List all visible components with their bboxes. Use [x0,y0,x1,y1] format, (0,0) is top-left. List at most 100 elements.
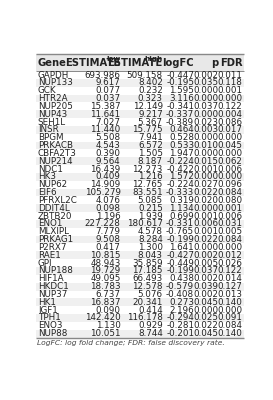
Text: 1.130: 1.130 [96,321,121,330]
Text: GCK: GCK [38,86,56,95]
Text: 0.006: 0.006 [217,164,242,174]
Text: 0.528: 0.528 [169,133,194,142]
Text: GAPDH: GAPDH [38,70,69,80]
Text: GPI: GPI [38,258,52,268]
Text: -0.195: -0.195 [166,78,194,87]
Text: 8.402: 8.402 [138,78,163,87]
Text: SEH1L: SEH1L [38,118,66,126]
Text: 0.017: 0.017 [217,125,242,134]
Bar [36,220,244,228]
Text: 48.943: 48.943 [90,258,121,268]
Text: 0.015: 0.015 [193,157,218,166]
Bar [36,244,244,251]
Text: p: p [211,58,218,68]
Text: 1.595: 1.595 [169,86,194,95]
Bar [36,189,244,196]
Text: 1.641: 1.641 [170,243,194,252]
Text: 0.091: 0.091 [217,314,242,322]
Text: 0.215: 0.215 [138,204,163,213]
Text: -0.389: -0.389 [166,118,194,126]
Bar [36,290,244,298]
Text: IGF1: IGF1 [38,306,58,314]
Text: 66.493: 66.493 [132,274,163,283]
Text: 12.578: 12.578 [132,282,163,291]
Bar [36,165,244,173]
Text: 0.084: 0.084 [217,235,242,244]
Text: -0.224: -0.224 [166,180,194,189]
Text: 1.947: 1.947 [169,149,194,158]
Text: 0.045: 0.045 [193,298,218,307]
Bar [36,267,244,275]
Text: -0.337: -0.337 [166,110,194,119]
Text: 17.185: 17.185 [132,266,163,276]
Text: 18.783: 18.783 [90,282,121,291]
Text: 0.022: 0.022 [193,321,218,330]
Text: Gene: Gene [38,58,67,68]
Text: 0.319: 0.319 [169,196,194,205]
Text: 0.273: 0.273 [169,298,194,307]
Text: ENO3: ENO3 [38,321,62,330]
Text: 20.341: 20.341 [132,298,163,307]
Text: 0.001: 0.001 [217,204,242,213]
Bar [36,298,244,306]
Bar [36,102,244,110]
Text: NUP88: NUP88 [38,329,67,338]
Text: 15.387: 15.387 [90,102,121,111]
Text: 509.158: 509.158 [127,70,163,80]
Text: 0.000: 0.000 [193,133,218,142]
Text: 1.572: 1.572 [169,172,194,181]
Text: 0.232: 0.232 [138,86,163,95]
Text: 0.062: 0.062 [217,157,242,166]
Text: HIF1A: HIF1A [38,274,63,283]
Text: 5.367: 5.367 [138,118,163,126]
Bar [36,283,244,290]
Text: HK1: HK1 [38,298,56,307]
Text: 180.617: 180.617 [127,219,163,228]
Text: 0.001: 0.001 [217,86,242,95]
Text: 0.002: 0.002 [193,251,218,260]
Text: ENO1: ENO1 [38,219,62,228]
Text: 0.012: 0.012 [217,251,242,260]
Bar [36,142,244,150]
Bar [36,54,244,71]
Text: 0.039: 0.039 [193,282,218,291]
Text: 0.022: 0.022 [193,188,218,197]
Text: 0.006: 0.006 [217,212,242,220]
Bar [36,204,244,212]
Text: 5.076: 5.076 [138,290,163,299]
Text: ZBTB20: ZBTB20 [38,212,72,220]
Text: -0.449: -0.449 [166,258,194,268]
Text: 0.023: 0.023 [193,118,218,126]
Text: 116.178: 116.178 [127,314,163,322]
Text: 6.572: 6.572 [138,141,163,150]
Text: 0.000: 0.000 [193,86,218,95]
Text: 11.440: 11.440 [90,125,121,134]
Text: 7.027: 7.027 [96,118,121,126]
Text: 0.020: 0.020 [193,196,218,205]
Text: -0.408: -0.408 [166,290,194,299]
Bar [36,71,244,79]
Text: 0.002: 0.002 [193,290,218,299]
Bar [36,259,244,267]
Text: FDR: FDR [220,58,242,68]
Text: ESTIMATE: ESTIMATE [65,58,121,68]
Bar [36,322,244,330]
Text: 0.022: 0.022 [193,235,218,244]
Bar [36,236,244,244]
Text: logFC: logFC [162,58,194,68]
Bar [36,110,244,118]
Text: 1.216: 1.216 [138,172,163,181]
Text: 0.000: 0.000 [217,133,242,142]
Text: 105.279: 105.279 [85,188,121,197]
Text: 9.617: 9.617 [96,78,121,87]
Text: 0.037: 0.037 [96,94,121,103]
Text: 0.045: 0.045 [193,329,218,338]
Text: 0.005: 0.005 [193,258,218,268]
Bar [36,173,244,181]
Text: 4.543: 4.543 [96,141,121,150]
Bar [36,275,244,283]
Text: 12.273: 12.273 [132,164,163,174]
Text: 0.080: 0.080 [217,196,242,205]
Bar [36,251,244,259]
Text: -0.422: -0.422 [166,164,194,174]
